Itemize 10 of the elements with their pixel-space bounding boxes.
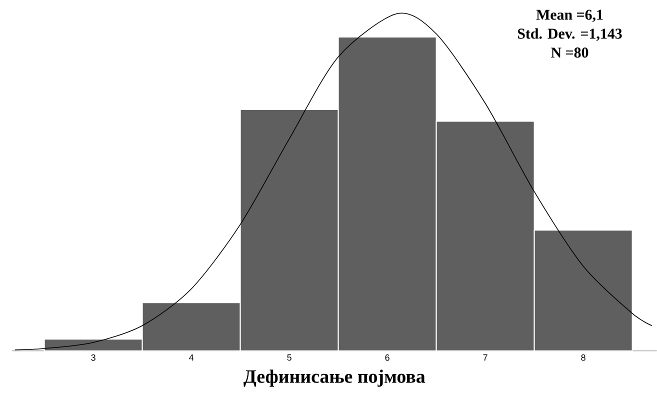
annotation: Mean =6,1 — [536, 10, 603, 22]
x-tick-label: 4 — [189, 354, 194, 361]
x-tick-label: 8 — [581, 354, 586, 361]
x-tick-label: 3 — [91, 354, 96, 361]
x-axis-title: Дефинисање појмова — [244, 370, 426, 387]
x-tick-label: 6 — [385, 354, 390, 361]
annotation: Std. Dev. =1,143 — [518, 28, 622, 41]
annotation: N =80 — [551, 48, 588, 58]
x-tick-label: 7 — [483, 354, 488, 361]
x-tick-label: 5 — [287, 354, 292, 361]
